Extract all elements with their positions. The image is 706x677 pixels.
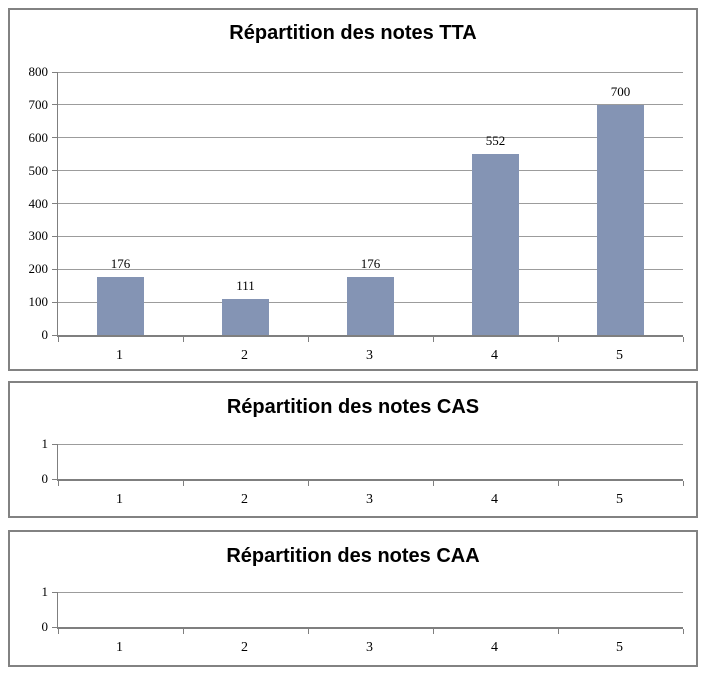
y-axis-label: 700 xyxy=(28,96,49,112)
chart-title: Répartition des notes CAA xyxy=(226,545,480,567)
x-axis-tick xyxy=(682,337,684,342)
x-axis-label: 2 xyxy=(241,348,248,363)
x-axis-tick xyxy=(682,629,684,634)
chart-title: Répartition des notes TTA xyxy=(229,22,477,44)
x-axis-label: 4 xyxy=(491,492,498,507)
y-gridline xyxy=(58,137,683,139)
x-axis-tick xyxy=(557,629,559,634)
y-axis-label: 300 xyxy=(28,228,49,244)
bar-value-label: 176 xyxy=(110,256,131,272)
bar-value-label: 700 xyxy=(610,83,631,99)
x-axis-label: 3 xyxy=(366,348,373,363)
bar-value-label: 552 xyxy=(485,132,506,148)
x-axis-label: 3 xyxy=(366,640,373,655)
bar xyxy=(222,298,269,335)
x-axis-label: 4 xyxy=(491,348,498,363)
x-axis-tick xyxy=(557,481,559,486)
bar xyxy=(97,277,144,335)
y-gridline xyxy=(58,203,683,204)
plot-area: 176 111 176 552 700 xyxy=(52,71,684,342)
x-axis-label: 2 xyxy=(241,640,248,655)
y-axis-label: 200 xyxy=(28,261,49,277)
y-axis-tick xyxy=(52,591,57,593)
y-axis-tick xyxy=(52,235,57,237)
x-axis-label: 5 xyxy=(616,640,623,655)
y-axis-label: 1 xyxy=(41,584,49,599)
plot-area xyxy=(52,443,684,486)
y-gridline xyxy=(58,443,683,445)
x-axis-label: 1 xyxy=(116,348,123,363)
x-axis-tick xyxy=(57,337,59,342)
y-axis-label: 600 xyxy=(28,129,49,145)
x-axis-tick xyxy=(307,629,309,634)
y-axis-tick xyxy=(52,268,57,270)
bar xyxy=(472,153,519,335)
y-gridline xyxy=(58,268,683,270)
y-axis-tick xyxy=(52,478,57,480)
bar xyxy=(347,277,394,335)
chart-title: Répartition des notes CAS xyxy=(226,396,480,418)
y-gridline xyxy=(58,104,683,106)
bar-value-label: 176 xyxy=(360,256,381,272)
y-axis-label: 0 xyxy=(41,327,49,342)
y-gridline xyxy=(58,591,683,593)
x-axis-label: 5 xyxy=(616,348,623,363)
bar-value-label: 111 xyxy=(236,277,255,293)
y-axis-label: 100 xyxy=(28,294,49,310)
y-axis-tick xyxy=(52,71,57,73)
x-axis-tick xyxy=(432,629,434,634)
y-gridline xyxy=(58,235,683,237)
y-axis-tick xyxy=(52,137,57,139)
x-axis-tick xyxy=(307,481,309,486)
x-axis-label: 1 xyxy=(116,640,123,655)
y-axis-tick xyxy=(52,443,57,445)
x-axis-label: 4 xyxy=(491,640,498,655)
bar xyxy=(597,104,644,335)
y-axis-tick xyxy=(52,203,57,204)
x-axis-tick xyxy=(182,481,184,486)
x-axis-label: 3 xyxy=(366,492,373,507)
x-axis-tick xyxy=(57,629,59,634)
y-gridline xyxy=(58,71,683,73)
y-axis-label: 1 xyxy=(41,436,49,451)
x-axis-tick xyxy=(682,481,684,486)
y-axis-label: 500 xyxy=(28,162,49,178)
chart-repartition-notes-cas: Répartition des notes CAS 1 0 1 2 3 4 5 xyxy=(8,381,698,518)
x-axis-tick xyxy=(57,481,59,486)
chart-repartition-notes-caa: Répartition des notes CAA 1 0 1 2 3 4 5 xyxy=(8,530,698,667)
x-axis-tick xyxy=(432,337,434,342)
plot-area xyxy=(52,591,684,634)
x-axis-tick xyxy=(182,629,184,634)
y-axis-label: 400 xyxy=(28,195,49,211)
chart-repartition-notes-tta: Répartition des notes TTA 176 111 176 552 70… xyxy=(8,8,698,371)
x-axis-tick xyxy=(557,337,559,342)
y-axis-tick xyxy=(52,334,57,336)
y-axis-tick xyxy=(52,301,57,303)
x-axis-tick xyxy=(307,337,309,342)
y-axis-tick xyxy=(52,170,57,172)
y-axis-label: 800 xyxy=(28,64,49,79)
x-axis-label: 2 xyxy=(241,492,248,507)
x-axis-tick xyxy=(432,481,434,486)
y-axis-label: 0 xyxy=(41,619,49,634)
x-axis-label: 5 xyxy=(616,492,623,507)
y-gridline xyxy=(58,170,683,172)
y-axis-tick xyxy=(52,626,57,628)
y-axis-label: 0 xyxy=(41,471,49,486)
y-axis-tick xyxy=(52,104,57,106)
x-axis-label: 1 xyxy=(116,492,123,507)
x-axis-tick xyxy=(182,337,184,342)
